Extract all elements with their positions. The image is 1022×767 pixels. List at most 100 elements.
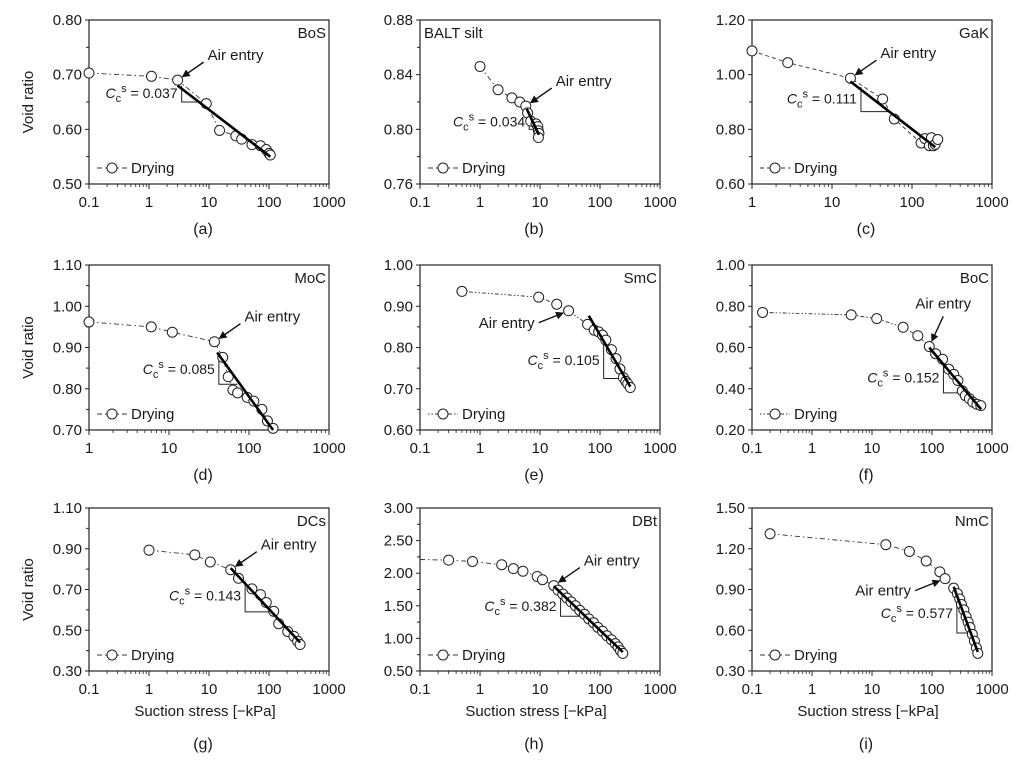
x-axis-title: Suction stress [−kPa]: [465, 703, 606, 720]
panel-label: (a): [193, 221, 213, 238]
x-tick-label: 10: [824, 194, 841, 211]
cc-equals: =: [808, 90, 824, 106]
y-tick-label: 0.60: [716, 340, 745, 357]
x-tick-label: 1: [476, 440, 484, 457]
cc-superscript: s: [883, 367, 889, 379]
compression-fit-line: [176, 84, 272, 158]
soil-name-label: SmC: [624, 270, 658, 287]
cc-value: 0.105: [565, 352, 600, 368]
y-tick-label: 0.80: [53, 12, 82, 29]
data-point: [294, 639, 306, 651]
cc-equals: =: [549, 352, 565, 368]
air-entry-label: Air entry: [855, 583, 911, 600]
cc-annotation: Ccs = 0.034: [453, 112, 525, 134]
data-point: [844, 72, 856, 84]
cc-superscript: s: [469, 112, 475, 124]
x-tick-label: 1000: [643, 440, 676, 457]
cc-annotation: Ccs = 0.382: [484, 596, 556, 618]
y-tick-label: 2.50: [384, 533, 413, 550]
y-tick-label: 1.50: [384, 598, 413, 615]
data-point: [764, 528, 776, 540]
soil-name-label: MoC: [294, 270, 326, 287]
x-axis-title: Suction stress [−kPa]: [134, 703, 275, 720]
x-tick-label: 10: [201, 194, 218, 211]
cc-symbol: C: [867, 369, 878, 385]
compression-fit-line: [229, 567, 302, 644]
cc-superscript: s: [803, 88, 809, 100]
y-axis-title: Void ratio: [20, 71, 37, 134]
compression-fit-line: [552, 585, 624, 654]
legend-label: Drying: [794, 160, 837, 177]
chart-panel-3: 0.60 0.80 1.00 1.20 1 10 100 1000 (c) GaK Ccs = 0.…: [716, 12, 1009, 238]
x-tick-label: 1: [476, 194, 484, 211]
x-tick-label: 1000: [312, 194, 345, 211]
x-tick-label: 10: [201, 681, 218, 698]
x-tick-label: 100: [256, 681, 281, 698]
y-tick-label: 1.00: [384, 257, 413, 274]
x-tick-label: 1: [145, 681, 153, 698]
x-tick-label: 0.1: [742, 440, 763, 457]
chart-panel-7: 0.30 0.50 0.70 0.90 1.10 0.1 1 10 100 1000 Void ra…: [20, 500, 346, 753]
legend-label: Drying: [131, 406, 174, 423]
air-entry-label: Air entry: [261, 537, 317, 554]
slope-triangle: [942, 364, 964, 394]
soil-name-label: DCs: [297, 513, 326, 530]
x-tick-label: 10: [864, 681, 881, 698]
cc-superscript: s: [121, 83, 127, 95]
y-tick-label: 0.70: [53, 67, 82, 84]
x-tick-label: 0.1: [79, 194, 100, 211]
cc-equals: =: [474, 114, 490, 130]
cc-superscript: s: [185, 586, 191, 598]
cc-value: 0.034: [490, 114, 525, 130]
cc-equals: =: [127, 85, 143, 101]
cc-symbol: C: [528, 352, 539, 368]
x-tick-label: 100: [587, 440, 612, 457]
cc-value: 0.382: [521, 598, 556, 614]
soil-name-label: DBt: [632, 513, 658, 530]
y-tick-label: 0.90: [716, 582, 745, 599]
data-point: [268, 605, 280, 617]
panel-label: (i): [859, 736, 873, 753]
cc-annotation: Ccs = 0.111: [787, 88, 857, 110]
panel-label: (f): [858, 467, 873, 484]
panel-label: (g): [193, 736, 213, 753]
x-tick-label: 1000: [643, 194, 676, 211]
panel-label: (h): [524, 736, 544, 753]
data-point: [214, 124, 226, 136]
air-entry-label: Air entry: [208, 47, 264, 64]
cc-subscript: c: [116, 93, 122, 105]
data-point: [83, 316, 95, 328]
air-entry-arrow: [931, 316, 944, 342]
y-tick-label: 1.20: [716, 541, 745, 558]
data-point: [551, 298, 563, 310]
chart-panel-9: 0.30 0.60 0.90 1.20 1.50 0.1 1 10 100 1000 Suction…: [716, 500, 1009, 753]
data-point: [474, 60, 486, 72]
data-point: [845, 309, 857, 321]
y-tick-label: 0.84: [384, 67, 413, 84]
cc-annotation: Ccs = 0.143: [169, 586, 241, 608]
y-tick-label: 0.50: [53, 622, 82, 639]
x-tick-label: 0.1: [410, 440, 431, 457]
slope-triangle: [560, 597, 581, 617]
slope-triangle: [218, 355, 238, 385]
data-point: [172, 74, 184, 86]
y-tick-label: 0.50: [384, 663, 413, 680]
chart-panel-4: 0.70 0.80 0.90 1.00 1.10 1 10 100 1000 Void ratio…: [20, 257, 346, 484]
x-tick-label: 100: [587, 681, 612, 698]
cc-superscript: s: [158, 359, 164, 371]
data-point: [517, 565, 529, 577]
data-point: [456, 285, 468, 297]
panel-label: (c): [857, 221, 876, 238]
slope-triangle: [603, 343, 623, 379]
data-point: [782, 57, 794, 69]
cc-equals: =: [888, 369, 904, 385]
chart-panel-1: 0.50 0.60 0.70 0.80 0.1 1 10 100 1000 Void ratio (…: [20, 12, 346, 238]
y-tick-label: 1.10: [53, 257, 82, 274]
legend-marker: [769, 408, 781, 420]
data-point: [443, 554, 455, 566]
x-tick-label: 100: [919, 681, 944, 698]
y-tick-label: 0.50: [53, 176, 82, 193]
panel-label: (b): [524, 221, 544, 238]
data-point: [975, 400, 987, 412]
soil-name-label: GaK: [959, 25, 989, 42]
